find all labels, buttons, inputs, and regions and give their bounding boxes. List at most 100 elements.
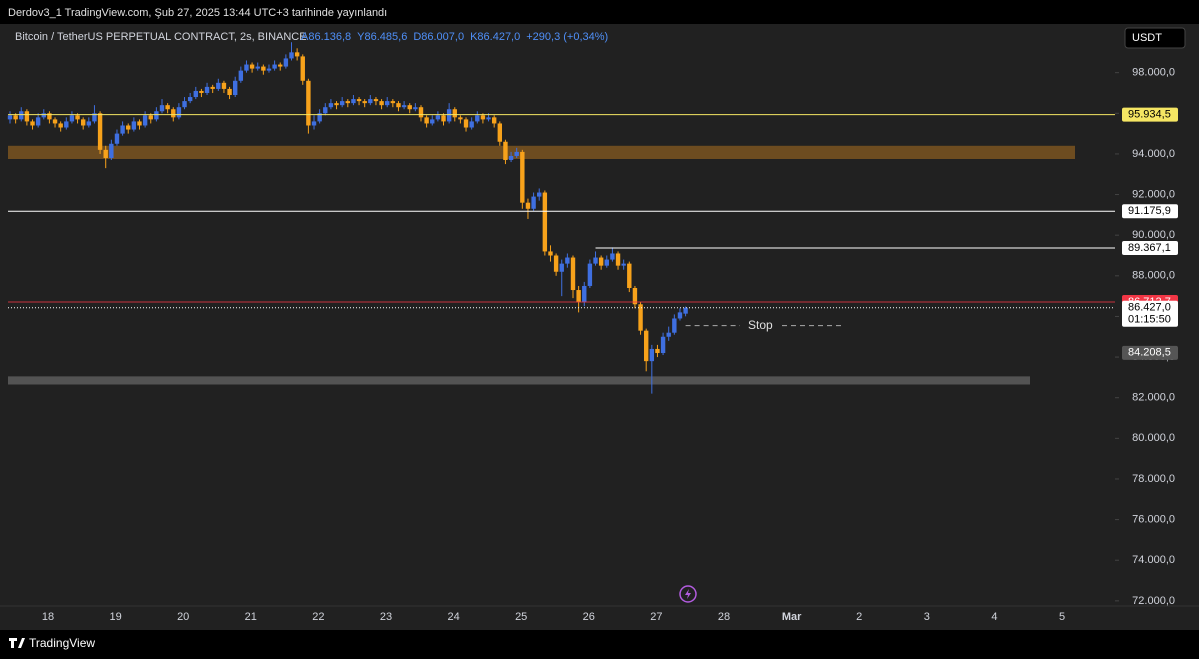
candle-body bbox=[294, 52, 300, 57]
candle-body bbox=[475, 115, 480, 122]
flash-icon bbox=[679, 585, 697, 603]
candle-body bbox=[261, 66, 266, 71]
candle-body bbox=[19, 111, 24, 120]
candle-body bbox=[75, 115, 80, 120]
candle-body bbox=[542, 192, 548, 252]
y-tick-label: 94.000,0 bbox=[1132, 148, 1175, 160]
x-tick-label: 2 bbox=[856, 611, 862, 623]
candle-body bbox=[283, 58, 289, 67]
header: Derdov3_1 TradingView.com, Şub 27, 2025 … bbox=[8, 7, 387, 19]
candle-body bbox=[13, 115, 18, 120]
x-tick-label: Mar bbox=[782, 611, 802, 623]
candle-body bbox=[97, 113, 103, 150]
candle-body bbox=[497, 123, 503, 142]
candle-body bbox=[582, 285, 587, 303]
y-tick-label: 72.000,0 bbox=[1132, 595, 1175, 607]
candle-body bbox=[306, 80, 311, 126]
y-tick-label: 98.000,0 bbox=[1132, 67, 1175, 79]
x-tick-label: 4 bbox=[991, 611, 997, 623]
candle-body bbox=[171, 109, 176, 118]
currency-box bbox=[1124, 27, 1186, 49]
candle-body bbox=[632, 288, 638, 305]
level-label-bg bbox=[1122, 204, 1178, 219]
candle-body bbox=[300, 56, 305, 81]
candle-body bbox=[559, 263, 564, 272]
candle-body bbox=[339, 101, 345, 106]
candle-body bbox=[24, 111, 30, 122]
candle-body bbox=[311, 121, 317, 126]
candle-body bbox=[430, 119, 435, 124]
candle-body bbox=[255, 66, 260, 69]
x-tick-label: 26 bbox=[583, 611, 595, 623]
candle-body bbox=[598, 257, 604, 266]
candle-body bbox=[368, 99, 373, 104]
candle-body bbox=[249, 64, 255, 69]
candle-body bbox=[272, 64, 277, 69]
candle-body bbox=[525, 202, 531, 209]
candle-body bbox=[413, 107, 418, 110]
candle-body bbox=[643, 330, 649, 362]
candle-body bbox=[677, 312, 683, 319]
candle-body bbox=[570, 257, 576, 291]
x-tick-label: 21 bbox=[245, 611, 257, 623]
candle-body bbox=[233, 80, 238, 96]
candle-body bbox=[683, 307, 688, 314]
zone bbox=[8, 376, 1030, 385]
chart-title: Bitcoin / TetherUS PERPETUAL CONTRACT, 2… bbox=[15, 31, 307, 43]
currency: USDT bbox=[1132, 32, 1162, 44]
candle-body bbox=[187, 97, 193, 102]
candle-body bbox=[103, 149, 108, 158]
level-label-bg bbox=[1122, 107, 1178, 122]
footer: TradingView bbox=[29, 636, 95, 650]
candle-body bbox=[418, 107, 424, 118]
candle-body bbox=[148, 115, 153, 120]
candle-body bbox=[385, 101, 390, 106]
candle-body bbox=[480, 115, 486, 120]
candle-body bbox=[92, 113, 97, 122]
ohlc-label: K86.427,0 bbox=[470, 31, 520, 43]
chart-bg bbox=[0, 24, 1199, 630]
candle-body bbox=[244, 64, 249, 71]
candle-body bbox=[390, 101, 396, 104]
candle-body bbox=[204, 86, 210, 93]
x-tick-label: 20 bbox=[177, 611, 189, 623]
candle-body bbox=[154, 111, 159, 120]
candle-body bbox=[610, 253, 615, 260]
y-tick-label: 88.000,0 bbox=[1132, 270, 1175, 282]
candle-body bbox=[216, 82, 221, 89]
candle-body bbox=[52, 119, 58, 124]
candle-body bbox=[35, 117, 41, 126]
candle-body bbox=[638, 304, 643, 331]
candle-body bbox=[137, 121, 142, 126]
level-label: 91.175,9 bbox=[1128, 205, 1171, 217]
candle-body bbox=[379, 101, 384, 106]
x-tick-label: 5 bbox=[1059, 611, 1065, 623]
candle-body bbox=[58, 123, 63, 128]
candle-body bbox=[362, 101, 367, 104]
candle-body bbox=[210, 86, 215, 89]
candle-body bbox=[666, 332, 671, 337]
candle-body bbox=[131, 121, 137, 130]
candle-body bbox=[351, 99, 356, 104]
y-tick-label: 92.000,0 bbox=[1132, 188, 1175, 200]
candle-body bbox=[126, 125, 131, 130]
candle-body bbox=[401, 105, 407, 108]
candle-body bbox=[165, 105, 170, 110]
candle-body bbox=[64, 121, 69, 128]
candle-body bbox=[396, 103, 401, 108]
flash-bolt bbox=[685, 589, 691, 599]
candle-body bbox=[356, 99, 362, 102]
candle-body bbox=[199, 90, 204, 93]
candle-body bbox=[7, 115, 13, 120]
candle-body bbox=[587, 263, 593, 286]
candle-body bbox=[615, 253, 621, 266]
candle-body bbox=[621, 263, 626, 266]
candle-body bbox=[593, 257, 598, 264]
y-tick-label: 74.000,0 bbox=[1132, 554, 1175, 566]
ohlc-label: D86.007,0 bbox=[413, 31, 464, 43]
candle-body bbox=[435, 115, 441, 120]
candle-body bbox=[30, 121, 35, 126]
candle-body bbox=[604, 259, 609, 266]
candle-body bbox=[328, 103, 334, 108]
candle-body bbox=[520, 151, 525, 203]
